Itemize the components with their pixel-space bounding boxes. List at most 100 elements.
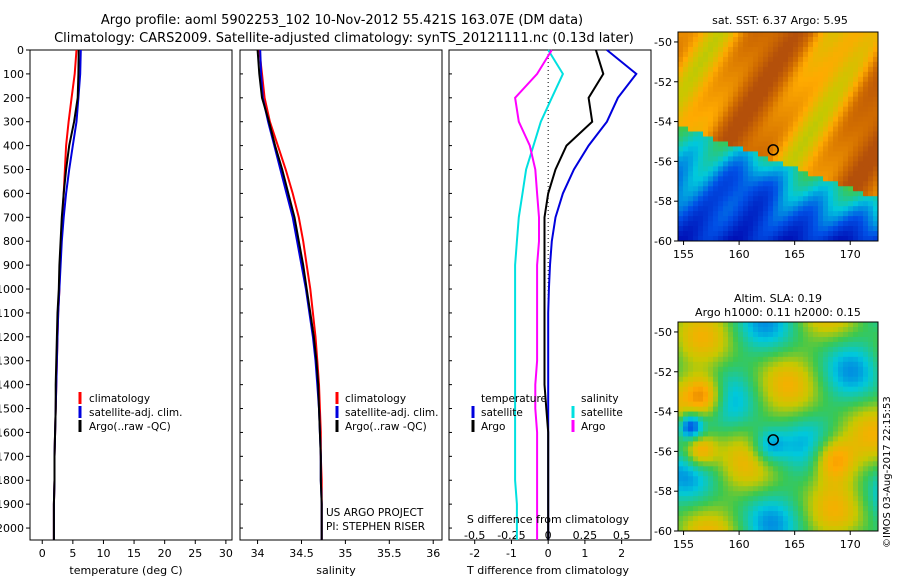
map-cell [748, 41, 754, 48]
map-cell [723, 421, 729, 427]
map-cell [823, 331, 829, 338]
map-cell [733, 141, 739, 147]
map-cell [833, 101, 839, 108]
map-cell [778, 91, 784, 98]
map-cell [683, 386, 689, 393]
map-cell [873, 166, 879, 172]
map-cell [813, 506, 819, 512]
map-cell [678, 116, 684, 123]
map-cell [713, 361, 719, 368]
map-cell [808, 201, 814, 207]
map-cell [838, 331, 844, 338]
map-cell [838, 181, 844, 187]
map-cell [718, 116, 724, 123]
map-cell [853, 441, 859, 447]
map-cell [738, 231, 744, 237]
map-cell [773, 111, 779, 118]
map-cell [778, 141, 784, 147]
map-cell [843, 216, 849, 222]
map-cell [743, 511, 749, 517]
salinity-tick-label: 35 [338, 547, 352, 560]
map-cell [778, 481, 784, 487]
map-cell [688, 176, 694, 182]
map-cell [818, 166, 824, 172]
depth-axis: 0100200300400500600700800900100011001200… [0, 44, 452, 535]
map-cell [683, 66, 689, 73]
map-cell [778, 451, 784, 457]
map-cell [868, 121, 874, 128]
map-cell [858, 146, 864, 152]
map-cell [703, 176, 709, 182]
map-cell [783, 116, 789, 123]
map-cell [733, 46, 739, 53]
map-cell [688, 86, 694, 93]
map-cell [818, 171, 824, 177]
map-cell [868, 106, 874, 113]
map-cell [808, 161, 814, 167]
map-cell [838, 51, 844, 58]
map-cell [698, 376, 704, 383]
map-cell [713, 491, 719, 497]
map-cell [823, 486, 829, 492]
map-cell [848, 366, 854, 373]
map-cell [718, 71, 724, 78]
map-cell [848, 86, 854, 93]
map-cell [718, 471, 724, 477]
map-cell [693, 466, 699, 472]
map-cell [858, 121, 864, 128]
map-cell [818, 151, 824, 157]
map-cell [823, 326, 829, 333]
map-cell [818, 32, 824, 38]
map-cell [868, 416, 874, 423]
map-cell [723, 486, 729, 492]
map-cell [743, 191, 749, 197]
map-cell [743, 151, 749, 157]
map-cell [833, 141, 839, 147]
map-cell [838, 206, 844, 212]
map-cell [803, 141, 809, 147]
map-cell [758, 491, 764, 497]
map-cell [708, 341, 714, 348]
map-cell [768, 101, 774, 108]
map-cell [838, 221, 844, 227]
map-cell [858, 486, 864, 492]
map-cell [833, 376, 839, 383]
map-cell [693, 116, 699, 123]
map-cell [748, 366, 754, 373]
map-cell [833, 406, 839, 413]
map-cell [728, 446, 734, 452]
map-cell [723, 86, 729, 93]
map-cell [833, 371, 839, 378]
map-cell [708, 196, 714, 202]
map-cell [713, 221, 719, 227]
map-cell [713, 56, 719, 63]
map-cell [693, 86, 699, 93]
map-cell [803, 221, 809, 227]
map-cell [823, 81, 829, 88]
map-cell [783, 511, 789, 517]
map-cell [748, 481, 754, 487]
map-cell [813, 496, 819, 502]
map-cell [823, 71, 829, 78]
map-cell [718, 51, 724, 58]
map-cell [863, 206, 869, 212]
map-cell [803, 32, 809, 38]
map-cell [838, 346, 844, 353]
map-cell [778, 181, 784, 187]
map-cell [793, 426, 799, 432]
map-cell [768, 181, 774, 187]
map-cell [843, 136, 849, 142]
map-cell [828, 171, 834, 177]
map-cell [693, 231, 699, 237]
map-cell [773, 501, 779, 507]
map-cell [803, 341, 809, 348]
map-cell [798, 516, 804, 522]
map-cell [678, 36, 684, 43]
map-cell [698, 476, 704, 482]
map-cell [788, 101, 794, 108]
map-cell [873, 106, 879, 113]
map-cell [693, 481, 699, 487]
map-cell [698, 216, 704, 222]
map-cell [843, 496, 849, 502]
map-cell [718, 521, 724, 527]
